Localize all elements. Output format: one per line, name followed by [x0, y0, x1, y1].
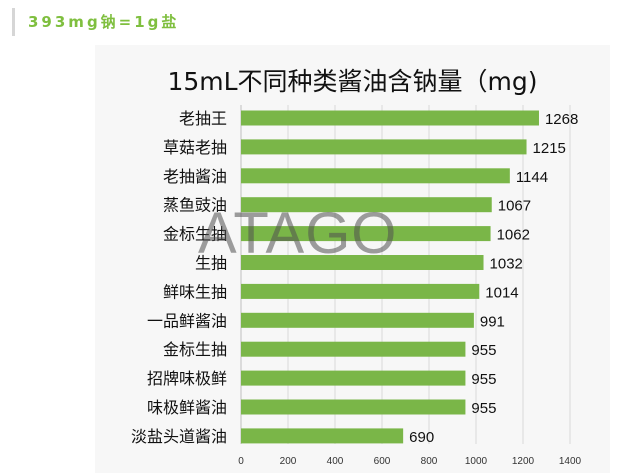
value-label: 1062 [497, 227, 530, 244]
bar [241, 110, 539, 126]
category-label: 生抽 [195, 254, 227, 273]
value-label: 955 [471, 342, 496, 359]
category-label: 老抽王 [179, 109, 227, 128]
category-label: 蒸鱼豉油 [163, 196, 227, 215]
bar [241, 168, 510, 184]
value-label: 1014 [485, 284, 518, 301]
x-tick-label: 600 [374, 456, 391, 467]
header-accent-bar [12, 8, 15, 36]
bar [241, 283, 480, 299]
bar [241, 197, 492, 213]
bar [241, 312, 474, 328]
value-label: 1067 [498, 198, 531, 215]
category-label: 金标生抽 [163, 340, 227, 359]
bar [241, 399, 466, 415]
category-label: 招牌味极鲜 [147, 369, 227, 388]
value-label: 1268 [545, 111, 578, 128]
x-tick-label: 400 [327, 456, 344, 467]
value-label: 955 [471, 400, 496, 417]
bar [241, 428, 404, 444]
category-label: 鲜味生抽 [163, 282, 227, 301]
value-label: 991 [480, 313, 505, 330]
bar [241, 139, 527, 155]
chart-title: 15mL不同种类酱油含钠量（mg) [167, 67, 538, 96]
x-tick-label: 1200 [512, 456, 535, 467]
bar [241, 341, 466, 357]
category-label: 一品鲜酱油 [147, 311, 227, 330]
header-text: 393mg钠=1g盐 [28, 13, 180, 31]
x-tick-label: 800 [421, 456, 438, 467]
value-label: 1144 [516, 169, 548, 186]
category-label: 淡盐头道酱油 [131, 427, 227, 446]
x-tick-label: 1000 [465, 456, 488, 467]
bar [241, 226, 491, 242]
bar [241, 370, 466, 386]
watermark: ATAGO [198, 201, 398, 266]
x-tick-label: 0 [238, 456, 244, 467]
value-label: 690 [409, 429, 434, 446]
value-label: 1215 [533, 140, 566, 157]
category-label: 老抽酱油 [163, 167, 227, 186]
category-label: 草菇老抽 [163, 138, 227, 157]
x-tick-label: 200 [280, 456, 297, 467]
category-label: 金标生抽 [163, 225, 227, 244]
value-label: 955 [471, 371, 496, 388]
bar [241, 255, 484, 270]
x-tick-label: 1400 [559, 456, 582, 467]
value-label: 1032 [490, 256, 523, 273]
category-label: 味极鲜酱油 [147, 398, 227, 417]
